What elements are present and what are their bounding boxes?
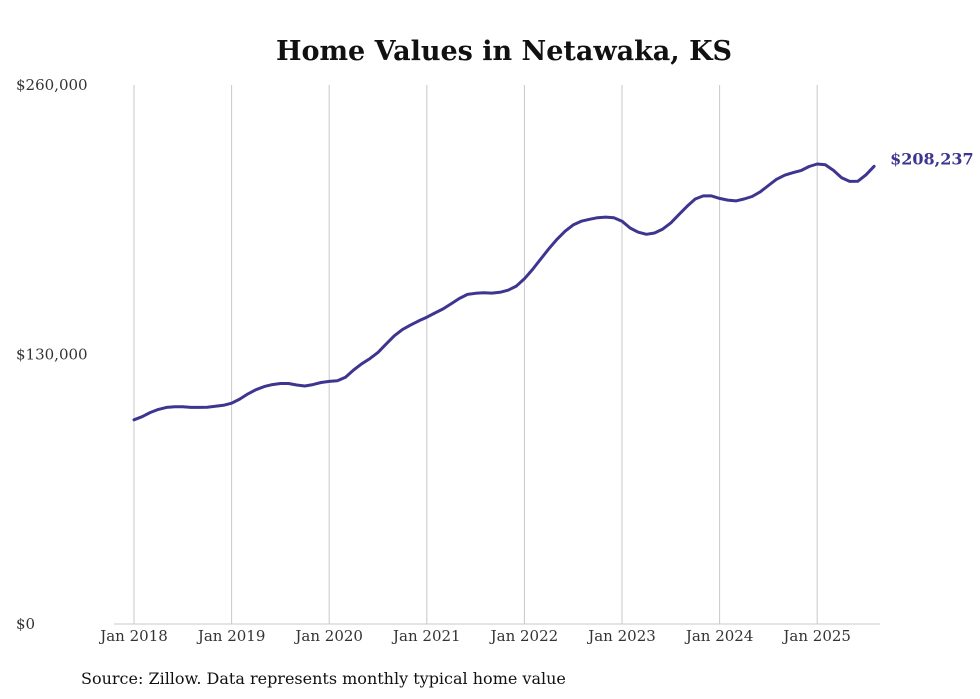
- x-tick-label: Jan 2020: [293, 627, 363, 645]
- y-tick-label: $0: [16, 615, 35, 633]
- y-tick-label: $130,000: [16, 346, 88, 364]
- x-tick-label: Jan 2022: [489, 627, 559, 645]
- source-note: Source: Zillow. Data represents monthly …: [81, 669, 566, 688]
- x-tick-label: Jan 2019: [196, 627, 266, 645]
- x-tick-label: Jan 2023: [586, 627, 656, 645]
- y-tick-label: $260,000: [16, 76, 88, 94]
- series-line: [132, 162, 876, 422]
- x-tick-label: Jan 2025: [781, 627, 851, 645]
- x-tick-label: Jan 2021: [391, 627, 461, 645]
- x-tick-label: Jan 2024: [684, 627, 754, 645]
- y-axis-ticks: $0 $130,000 $260,000: [16, 76, 88, 633]
- end-value-label: $208,237: [890, 149, 974, 168]
- chart-title: Home Values in Netawaka, KS: [276, 36, 732, 67]
- x-axis-ticks: Jan 2018 Jan 2019 Jan 2020 Jan 2021 Jan 2022…: [98, 627, 851, 645]
- x-tick-label: Jan 2018: [98, 627, 168, 645]
- gridlines: [133, 85, 818, 624]
